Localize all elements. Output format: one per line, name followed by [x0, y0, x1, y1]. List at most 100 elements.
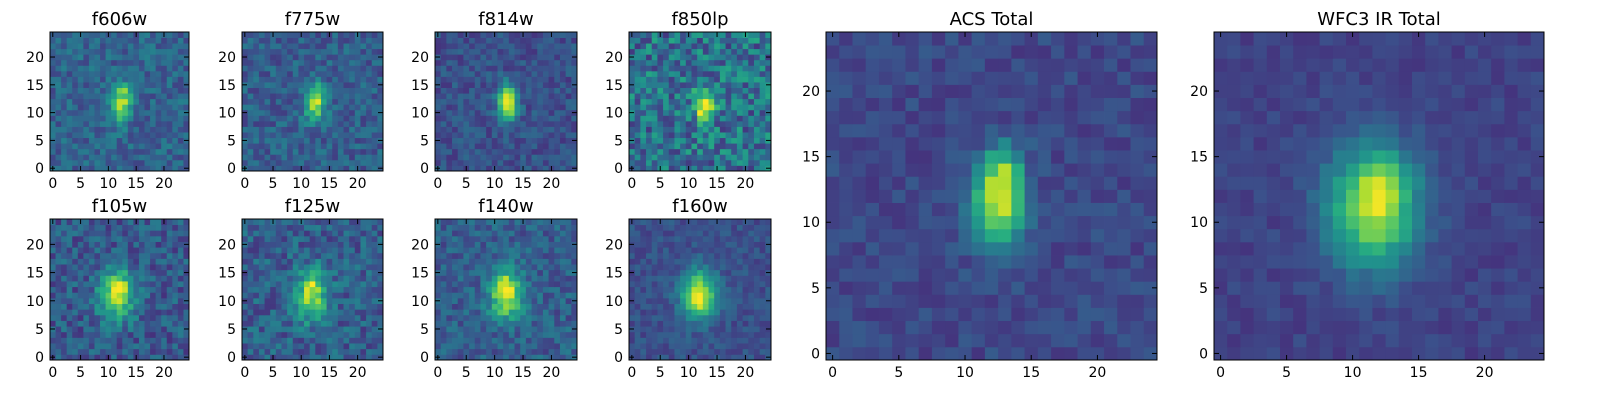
- heatmap-cell: [360, 143, 367, 150]
- heatmap-cell: [343, 143, 350, 150]
- heatmap-cell: [343, 82, 350, 88]
- heatmap-cell: [503, 354, 510, 361]
- heatmap-cell: [634, 32, 641, 38]
- heatmap-cell: [503, 348, 510, 355]
- heatmap-cell: [337, 109, 344, 116]
- heatmap-cell: [122, 281, 129, 288]
- heatmap-cell: [554, 154, 561, 161]
- heatmap-cell: [83, 281, 90, 288]
- heatmap-cell: [61, 143, 68, 150]
- heatmap-cell: [247, 32, 254, 38]
- heatmap-cell: [748, 303, 755, 310]
- heatmap-cell: [337, 281, 344, 288]
- heatmap-cell: [292, 326, 299, 333]
- heatmap-cell: [138, 48, 145, 55]
- heatmap-cell: [719, 143, 726, 150]
- heatmap-cell: [100, 132, 106, 139]
- heatmap-cell: [469, 87, 476, 94]
- heatmap-cell: [127, 224, 134, 231]
- heatmap-cell: [155, 54, 162, 61]
- heatmap-cell: [742, 48, 749, 55]
- heatmap-cell: [105, 65, 112, 72]
- heatmap-cell: [94, 331, 101, 338]
- heatmap-cell: [55, 87, 62, 94]
- heatmap-cell: [497, 219, 504, 226]
- heatmap-cell: [765, 126, 772, 133]
- heatmap-cell: [371, 165, 378, 172]
- heatmap-cell: [446, 314, 453, 321]
- heatmap-cell: [719, 65, 726, 72]
- heatmap-cell: [548, 120, 555, 127]
- heatmap-cell: [753, 143, 761, 150]
- heatmap-cell: [275, 98, 282, 105]
- heatmap-cell: [258, 219, 265, 226]
- x-tick-label: 20: [349, 176, 367, 192]
- heatmap-cell: [435, 48, 442, 55]
- heatmap-cell: [337, 219, 344, 226]
- heatmap-cell: [634, 82, 641, 88]
- heatmap-cell: [457, 37, 464, 44]
- heatmap-cell: [753, 292, 761, 299]
- heatmap-cell: [685, 314, 692, 321]
- heatmap-cell: [651, 281, 658, 288]
- heatmap-cell: [94, 252, 101, 259]
- heatmap-cell: [463, 98, 470, 105]
- heatmap-cell: [287, 275, 294, 282]
- heatmap-cell: [452, 224, 459, 231]
- heatmap-cell: [320, 343, 327, 350]
- heatmap-cell: [663, 120, 670, 127]
- heatmap-cell: [264, 132, 271, 139]
- heatmap-cell: [742, 76, 749, 83]
- heatmap-cell: [446, 165, 453, 172]
- heatmap-cell: [491, 241, 498, 248]
- heatmap-cell: [525, 292, 532, 299]
- heatmap-cell: [719, 281, 726, 288]
- heatmap-cell: [759, 115, 766, 122]
- heatmap-cell: [326, 37, 333, 44]
- heatmap-cell: [172, 70, 179, 77]
- heatmap-cell: [491, 37, 498, 44]
- heatmap-cell: [559, 120, 567, 127]
- heatmap-cell: [559, 337, 567, 344]
- heatmap-cell: [474, 320, 481, 327]
- heatmap-cell: [343, 120, 350, 127]
- heatmap-cell: [122, 165, 129, 172]
- heatmap-cell: [691, 281, 698, 288]
- heatmap-cell: [520, 309, 527, 316]
- heatmap-cell: [640, 286, 647, 293]
- heatmap-cell: [66, 48, 73, 55]
- heatmap-cell: [111, 143, 118, 150]
- heatmap-cell: [548, 93, 555, 100]
- heatmap-cell: [55, 143, 62, 150]
- heatmap-cell: [177, 241, 184, 248]
- heatmap-cell: [100, 309, 106, 316]
- heatmap-cell: [748, 320, 755, 327]
- heatmap-cell: [326, 230, 333, 237]
- heatmap-cell: [166, 148, 173, 155]
- heatmap-cell: [66, 303, 73, 310]
- heatmap-cell: [326, 143, 333, 150]
- heatmap-cell: [548, 115, 555, 122]
- y-tick-label: 20: [411, 50, 429, 66]
- heatmap-cell: [275, 292, 282, 299]
- heatmap-cell: [525, 48, 532, 55]
- heatmap-cell: [542, 247, 549, 254]
- heatmap-cell: [94, 82, 101, 88]
- heatmap-cell: [247, 143, 254, 150]
- heatmap-cell: [554, 32, 561, 38]
- heatmap-cell: [548, 224, 555, 231]
- heatmap-cell: [315, 235, 322, 242]
- heatmap-cell: [663, 98, 670, 105]
- heatmap-cell: [270, 76, 277, 83]
- heatmap-cell: [326, 70, 333, 77]
- heatmap-cell: [287, 286, 294, 293]
- heatmap-cell: [531, 48, 538, 55]
- heatmap-cell: [116, 241, 123, 248]
- heatmap-cell: [503, 87, 510, 94]
- heatmap-cell: [155, 65, 162, 72]
- heatmap-cell: [680, 120, 687, 127]
- heatmap-cell: [725, 154, 732, 161]
- heatmap-cell: [537, 264, 544, 271]
- heatmap-cell: [714, 154, 721, 161]
- heatmap-cell: [337, 93, 344, 100]
